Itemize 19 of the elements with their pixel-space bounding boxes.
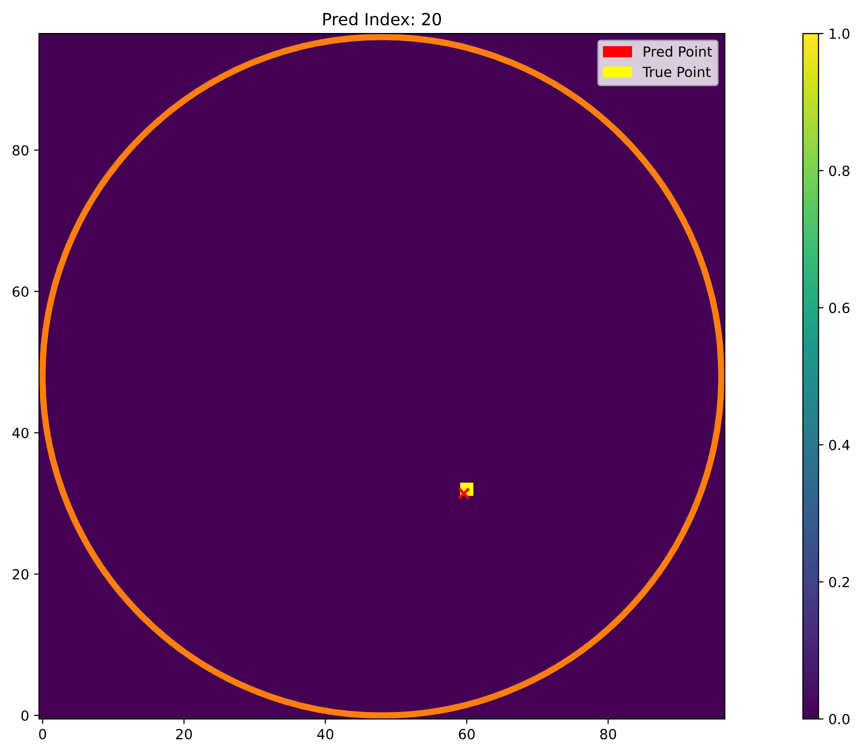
y-tick-label: 80 xyxy=(12,145,28,156)
x-tick-label: 80 xyxy=(600,728,616,740)
y-tick-label: 0 xyxy=(21,710,28,721)
legend-label: Pred Point xyxy=(644,46,712,57)
chart-title: Pred Index: 20 xyxy=(323,12,441,26)
color-bar-label: 0.8 xyxy=(829,166,850,176)
x-tick-label: 60 xyxy=(458,728,475,740)
color-bar-label: 0.4 xyxy=(829,440,850,450)
x-tick-label: 0 xyxy=(39,728,46,740)
y-tick-label: 60 xyxy=(12,286,28,297)
color-bar-label: 0.6 xyxy=(829,302,850,314)
color-bar-label: 0.2 xyxy=(829,576,849,588)
y-tick-label: 40 xyxy=(12,428,28,438)
legend-label: True Point xyxy=(642,66,711,78)
color-bar-label: 1.0 xyxy=(830,28,850,39)
y-tick-label: 20 xyxy=(12,569,28,580)
x-tick-label: 20 xyxy=(176,728,192,740)
color-bar-label: 0.0 xyxy=(829,714,850,724)
x-tick-label: 40 xyxy=(317,728,334,740)
